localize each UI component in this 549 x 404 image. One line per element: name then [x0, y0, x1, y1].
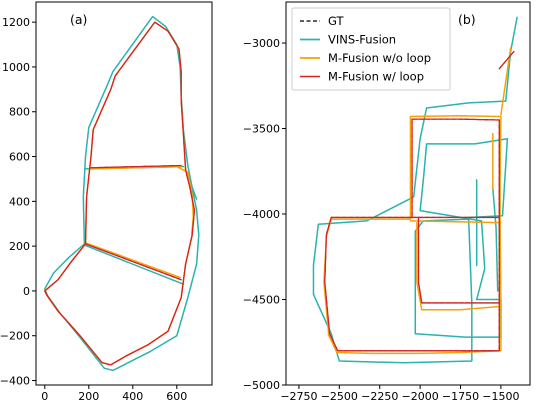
series-line-3-0	[44, 21, 196, 366]
plot-area	[312, 16, 518, 364]
x-tick-label: 200	[78, 390, 99, 403]
series-line-0-0	[44, 21, 195, 366]
y-tick-label: −5000	[243, 379, 280, 392]
series-2	[44, 21, 196, 366]
series-line-2-3	[176, 165, 195, 235]
y-tick-label: 600	[9, 151, 30, 164]
series-line-1-0	[312, 16, 518, 364]
y-tick-label: −400	[0, 375, 30, 388]
legend-entry: VINS-Fusion	[328, 33, 396, 47]
y-tick-label: 1000	[2, 61, 30, 74]
series-line-2-2	[84, 242, 181, 279]
series-line-1-2	[83, 244, 185, 285]
series-line-2-3	[500, 47, 512, 116]
y-tick-label: −3000	[243, 37, 280, 50]
y-tick-label: 1200	[2, 16, 30, 29]
series-0	[44, 21, 195, 366]
panel-label: (a)	[70, 12, 87, 27]
legend-entry: M-Fusion w/ loop	[328, 70, 424, 84]
series-line-1-2	[492, 187, 499, 292]
x-tick-label: −1500	[482, 390, 519, 403]
panel-label: (b)	[458, 12, 476, 27]
y-tick-label: −200	[0, 330, 30, 343]
series-line-3-2	[417, 216, 500, 304]
panel-b: −2750 −2500 −2250 −2000 −1750 −1500 −5000 −4500…	[243, 1, 531, 403]
legend-box	[291, 7, 451, 91]
series-0	[324, 51, 515, 352]
series-3	[44, 21, 196, 366]
series-line-1-0	[44, 15, 200, 372]
panel-a: 0 200 400 600 −400 −200 0 200 400 600 800 1000 1200 (…	[0, 1, 213, 403]
legend-entry: M-Fusion w/o loop	[328, 51, 431, 65]
series-1	[44, 15, 200, 372]
series-line-3-3	[498, 50, 515, 70]
series-line-3-0	[324, 118, 500, 352]
series-line-0-2	[417, 216, 500, 304]
y-tick-label: −4000	[243, 208, 280, 221]
plot-area	[44, 15, 200, 372]
y-tick-label: −3500	[243, 123, 280, 136]
x-tick-label: −2250	[361, 390, 398, 403]
x-tick-label: −2500	[321, 390, 358, 403]
x-tick-label: 600	[166, 390, 187, 403]
x-tick-label: 0	[41, 390, 48, 403]
series-line-3-2	[84, 243, 182, 281]
y-tick-label: 400	[9, 195, 30, 208]
axes-frame	[285, 1, 531, 386]
series-line-2-2	[416, 221, 502, 311]
x-tick-label: 400	[122, 390, 143, 403]
x-tick-label: −1750	[442, 390, 479, 403]
legend: GT VINS-Fusion M-Fusion w/o loop M-Fusion w…	[291, 7, 451, 91]
x-tick-label: −2750	[280, 390, 317, 403]
series-line-2-0	[323, 114, 502, 355]
series-2	[323, 47, 512, 355]
series-3	[324, 50, 515, 352]
y-tick-label: 0	[23, 285, 30, 298]
y-tick-label: 200	[9, 240, 30, 253]
x-tick-label: −2000	[402, 390, 439, 403]
y-tick-label: 800	[9, 106, 30, 119]
legend-entry: GT	[328, 14, 345, 28]
series-line-2-1	[409, 220, 502, 224]
axes-frame	[35, 1, 213, 386]
series-line-2-1	[90, 165, 182, 170]
series-line-3-1	[90, 164, 182, 169]
y-tick-label: −4500	[243, 294, 280, 307]
series-line-2-0	[44, 21, 196, 366]
